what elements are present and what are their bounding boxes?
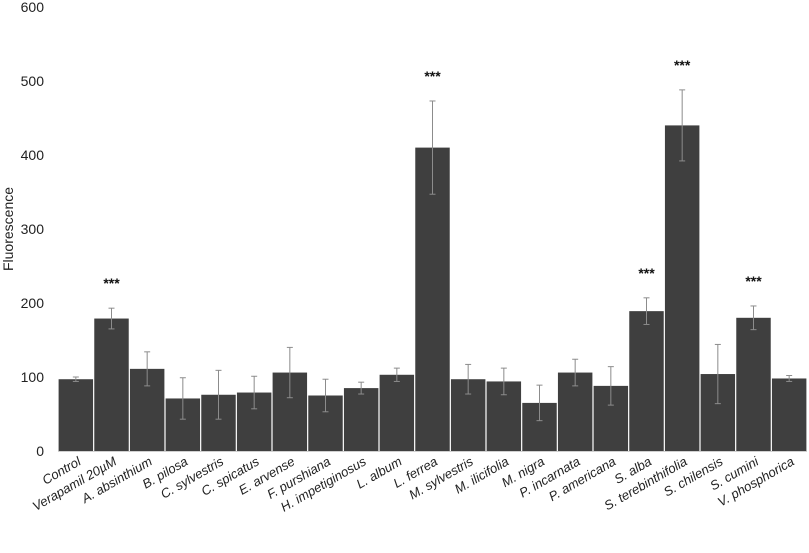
y-tick-label: 0 [36,443,44,459]
bar [736,317,771,451]
bars [58,125,807,452]
y-axis-title: Fluorescence [0,187,16,271]
y-tick-label: 600 [21,0,45,15]
bar [379,374,415,451]
significance-markers: *** *** *** *** *** [103,57,762,291]
y-tick-label: 100 [21,369,45,385]
y-tick-label: 200 [21,295,45,311]
error-bars [72,89,793,422]
significance-label: *** [424,68,441,84]
y-tick-label: 400 [21,147,45,163]
bar [415,147,450,451]
bar [629,311,664,451]
bar [58,379,94,451]
bar [94,318,129,451]
significance-label: *** [103,275,120,291]
y-tick-label: 500 [21,73,45,89]
significance-label: *** [638,265,655,281]
y-tick-label: 300 [21,221,45,237]
bar [771,378,807,451]
y-axis-ticks: 0 100 200 300 400 500 600 [21,0,45,459]
bar [664,125,700,452]
significance-label: *** [745,273,762,289]
significance-label: *** [674,57,691,73]
bar [343,388,379,451]
